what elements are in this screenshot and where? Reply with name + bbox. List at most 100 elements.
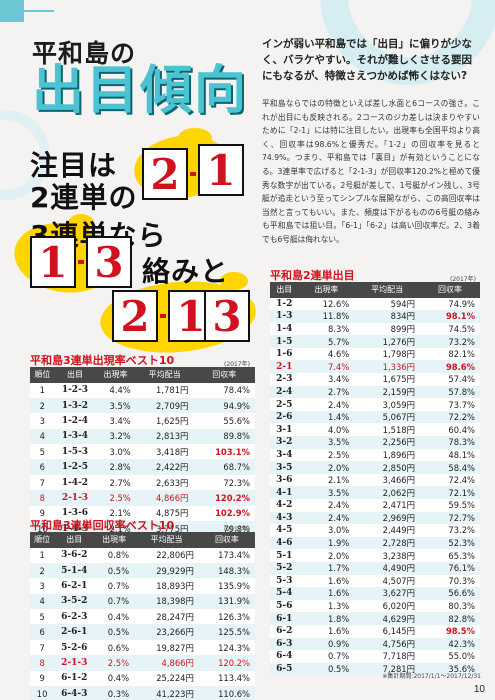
table2: 順位 出目 出現率 平均配当 回収率 1 3-6-2 0.8% 22,806円 173.4% 2 5… — [30, 532, 255, 700]
table2-title: 平和島3連単回収率ベスト10 — [30, 519, 175, 532]
payout-cell: 25,224円 — [134, 670, 199, 687]
page-title-line2: 出目傾向 — [32, 61, 249, 121]
combination-cell: 6-2 — [270, 624, 299, 638]
combination-cell: 1-2-4 — [54, 413, 96, 429]
table-row: 4-6 1.9% 2,728円 52.3% — [270, 536, 480, 550]
lead-text: インが弱い平和島では「出目」に偏りが少なく、バラケやすい。それが難しくさせる要因… — [262, 38, 472, 82]
rank-cell: 1 — [30, 382, 55, 398]
return-cell: 124.3% — [198, 639, 255, 656]
ring-decoration-small — [0, 110, 50, 200]
return-cell: 82.8% — [420, 612, 480, 625]
rate-cell: 2.4% — [298, 398, 355, 411]
return-cell: 76.1% — [420, 561, 480, 575]
rate-cell: 0.7% — [94, 593, 135, 610]
rate-cell: 12.6% — [298, 297, 355, 311]
return-cell: 89.8% — [193, 428, 255, 445]
payout-cell: 2,422円 — [135, 459, 194, 475]
rank-cell: 2 — [30, 562, 55, 579]
return-cell: 57.8% — [420, 385, 480, 399]
return-cell: 120.2% — [198, 655, 255, 671]
combination-cell: 6-1 — [270, 612, 299, 625]
rate-cell: 2.7% — [298, 385, 355, 399]
rank-cell: 3 — [30, 413, 55, 429]
rank-cell: 9 — [30, 670, 55, 687]
table-row: 4 3-5-2 0.7% 18,398円 131.9% — [30, 593, 255, 610]
rate-cell: 0.8% — [94, 547, 135, 563]
combination-cell: 5-2-6 — [54, 639, 95, 656]
rate-cell: 1.3% — [298, 599, 355, 613]
trifecta-b-first-number: 2 — [112, 290, 158, 342]
payout-cell: 4,756円 — [354, 637, 421, 651]
combination-cell: 3-6-2 — [54, 547, 95, 563]
table-row: 4-1 3.5% 2,062円 72.1% — [270, 486, 480, 499]
combination-cell: 3-2 — [270, 436, 299, 449]
return-cell: 98.5% — [420, 624, 480, 638]
payout-cell: 2,709円 — [135, 397, 194, 414]
combination-cell: 3-5-2 — [54, 593, 95, 610]
column-header: 出目 — [54, 532, 95, 548]
table-row: 1-6 4.6% 1,798円 82.1% — [270, 347, 480, 361]
return-cell: 68.7% — [193, 459, 255, 475]
rank-cell: 8 — [30, 655, 55, 671]
rate-cell: 3.4% — [298, 373, 355, 386]
return-cell: 72.2% — [420, 410, 480, 424]
column-header: 出目 — [54, 367, 96, 383]
combination-cell: 2-6 — [270, 410, 299, 424]
combination-cell: 2-4 — [270, 385, 299, 399]
payout-cell: 41,223円 — [134, 686, 199, 700]
rate-cell: 2.5% — [298, 448, 355, 462]
combination-cell: 4-1 — [270, 486, 299, 499]
table1-note: (2017年) — [224, 361, 250, 368]
return-cell: 120.2% — [193, 490, 255, 506]
column-header: 回収率 — [193, 367, 255, 383]
rate-cell: 2.7% — [95, 474, 136, 491]
rank-cell: 4 — [30, 593, 55, 610]
splat-shape — [68, 214, 94, 232]
exacta-second-number: 1 — [198, 144, 244, 196]
payout-cell: 22,806円 — [134, 547, 199, 563]
table-row: 8 2-1-3 2.5% 4,866円 120.2% — [30, 490, 255, 506]
combination-cell: 5-2 — [270, 561, 299, 575]
rate-cell: 0.5% — [94, 562, 135, 579]
table-row: 1 3-6-2 0.8% 22,806円 173.4% — [30, 547, 255, 563]
payout-cell: 18,398円 — [134, 593, 199, 610]
rate-cell: 3.5% — [298, 436, 355, 449]
table-row: 8 2-1-3 2.5% 4,866円 120.2% — [30, 655, 255, 671]
table-row: 3 6-2-1 0.7% 18,893円 135.9% — [30, 578, 255, 594]
payout-cell: 3,466円 — [354, 473, 421, 487]
table-row: 3-2 3.5% 2,256円 78.3% — [270, 436, 480, 449]
payout-cell: 1,781円 — [135, 382, 194, 398]
table-row: 9 1-3-6 2.1% 4,875円 102.9% — [30, 505, 255, 522]
table-header-row: 順位 出目 出現率 平均配当 回収率 — [30, 532, 255, 548]
rank-cell: 7 — [30, 474, 55, 491]
combination-cell: 1-4-2 — [54, 474, 96, 491]
rate-cell: 2.1% — [298, 473, 355, 487]
payout-cell: 5,067円 — [354, 410, 421, 424]
table1: 順位 出目 出現率 平均配当 回収率 1 1-2-3 4.4% 1,781円 78.4% 2 1-3… — [30, 367, 255, 537]
rate-cell: 0.7% — [94, 578, 135, 594]
rate-cell: 0.5% — [94, 624, 135, 640]
table-row: 4-2 2.4% 2,471円 59.5% — [270, 499, 480, 512]
payout-cell: 4,866円 — [134, 655, 199, 671]
combination-cell: 3-1 — [270, 423, 299, 437]
rank-cell: 6 — [30, 459, 55, 475]
payout-cell: 1,518円 — [354, 423, 421, 437]
table-header-row: 順位 出目 出現率 平均配当 回収率 — [30, 367, 255, 383]
table-row: 6 2-6-1 0.5% 23,266円 125.5% — [30, 624, 255, 640]
return-cell: 148.3% — [198, 562, 255, 579]
table-row: 6-3 0.9% 4,756円 42.3% — [270, 637, 480, 651]
combination-cell: 1-4 — [270, 322, 299, 336]
payout-cell: 23,266円 — [134, 624, 199, 640]
combination-cell: 1-2 — [270, 297, 299, 311]
return-cell: 55.0% — [420, 650, 480, 663]
page-title-line1: 平和島の — [32, 39, 137, 68]
splat-shape — [178, 128, 212, 148]
combination-cell: 5-4 — [270, 587, 299, 600]
combination-cell: 2-6-1 — [54, 624, 95, 640]
rate-cell: 4.6% — [298, 347, 355, 361]
headline-line2: 2連単の — [30, 181, 138, 214]
table-row: 2 5-1-4 0.5% 29,929円 148.3% — [30, 562, 255, 579]
return-cell: 72.3% — [193, 474, 255, 491]
return-cell: 94.9% — [193, 397, 255, 414]
